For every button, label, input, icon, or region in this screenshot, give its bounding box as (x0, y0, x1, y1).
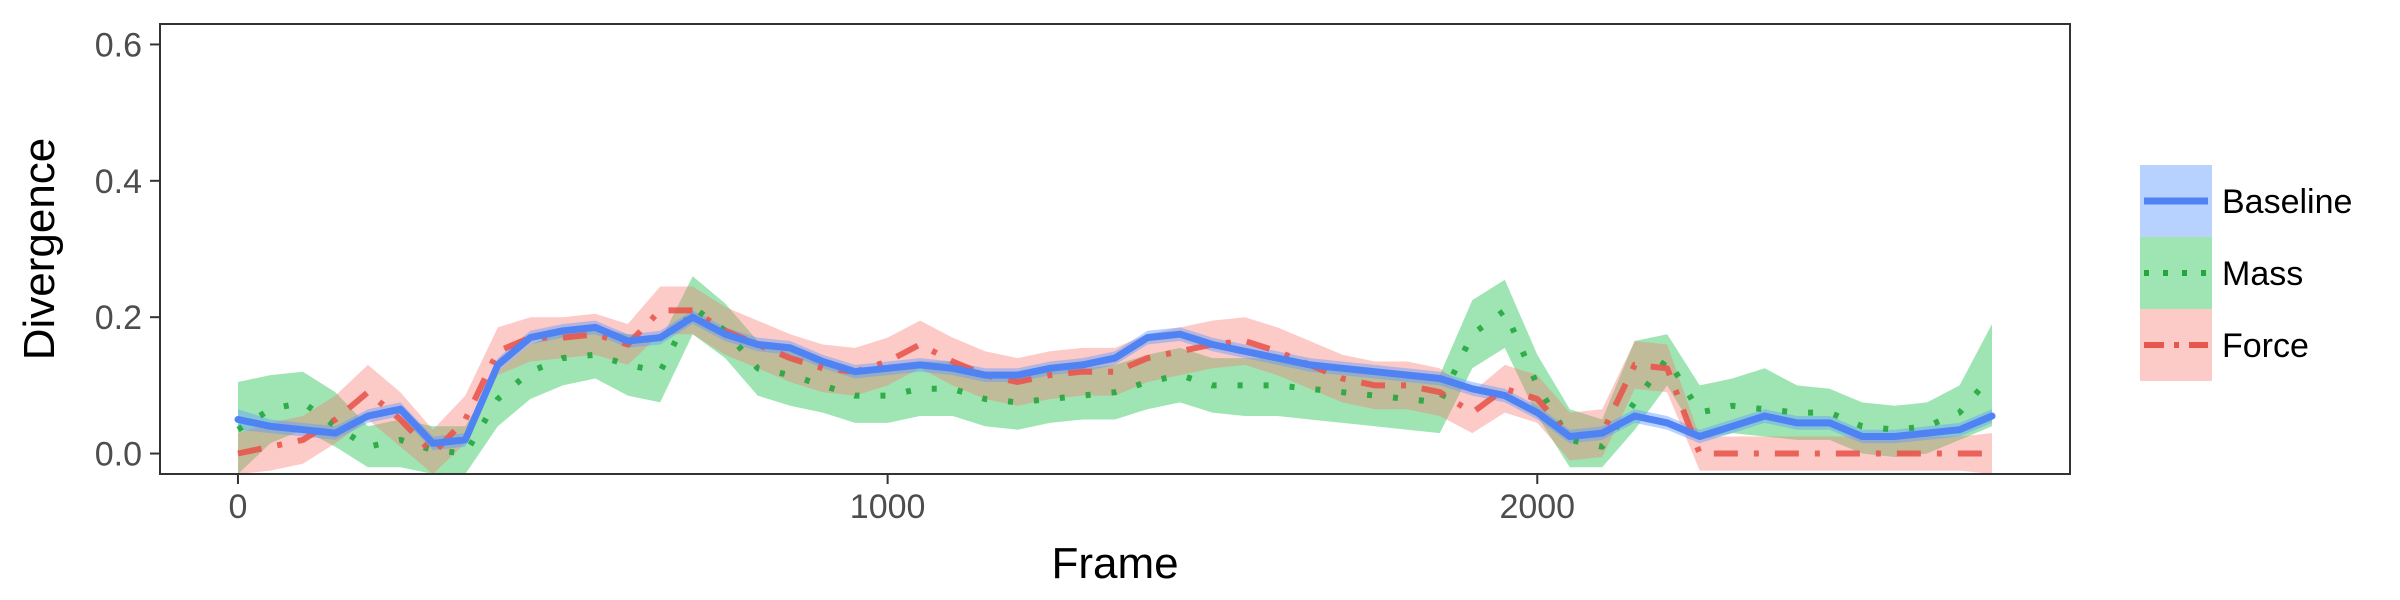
y-axis-title: Divergence (15, 138, 64, 361)
confidence-bands (238, 276, 1992, 474)
mass-line (236, 304, 1995, 457)
x-tick-label: 1000 (850, 488, 926, 526)
y-tick-label: 0.2 (95, 299, 142, 337)
x-axis-title: Frame (1051, 539, 1178, 588)
plot-panel-border (159, 23, 2071, 475)
series-lines (234, 304, 1996, 457)
legend: Baseline Mass Force (2140, 165, 2352, 381)
x-tick-label: 2000 (1499, 488, 1575, 526)
legend-item-baseline: Baseline (2140, 165, 2352, 237)
x-tick-label: 0 (228, 488, 247, 526)
legend-item-force: Force (2140, 309, 2309, 381)
y-tick-label: 0.6 (95, 26, 142, 64)
baseline-line (234, 313, 1996, 447)
axes: 0 1000 2000 0.0 0.2 0.4 0.6 (95, 26, 1575, 526)
y-tick-label: 0.0 (95, 436, 142, 474)
legend-label-baseline: Baseline (2222, 183, 2352, 221)
legend-item-mass: Mass (2140, 237, 2303, 309)
legend-label-mass: Mass (2222, 255, 2303, 293)
y-tick-label: 0.4 (95, 163, 142, 201)
legend-key-mass (2140, 237, 2212, 309)
legend-label-force: Force (2222, 327, 2309, 365)
